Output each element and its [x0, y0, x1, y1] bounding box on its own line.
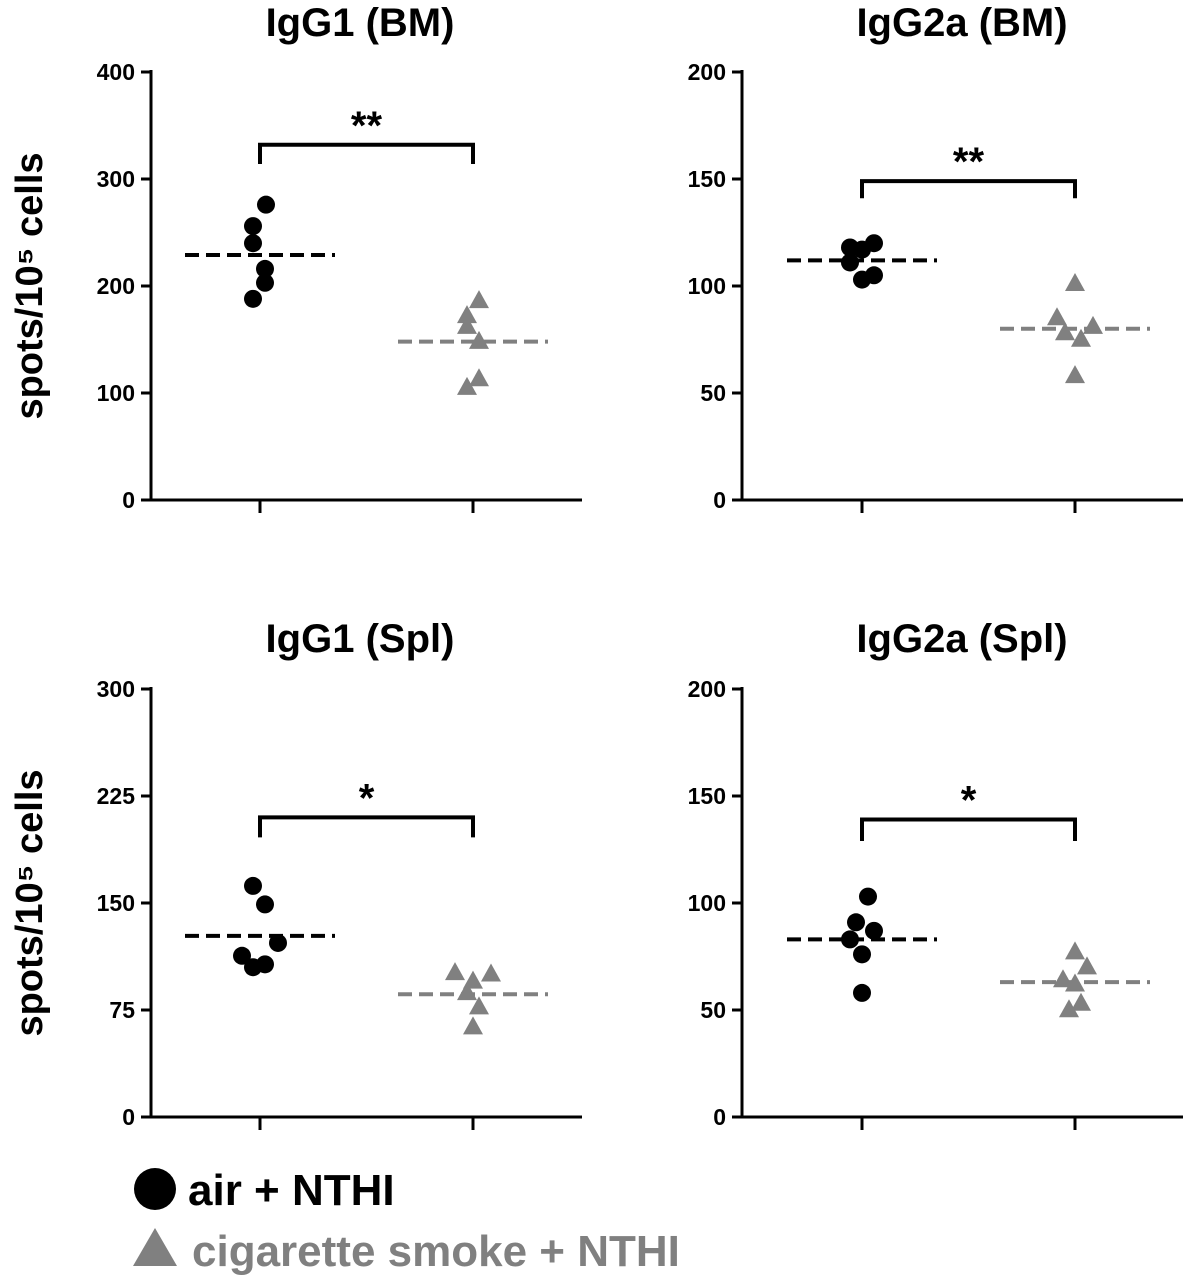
legend: air + NTHI cigarette smoke + NTHI	[133, 1166, 680, 1276]
y-tick-label: 200	[688, 59, 726, 85]
legend-air-label: air + NTHI	[188, 1166, 395, 1215]
significance-label: **	[351, 104, 383, 148]
data-point-smoke	[1071, 992, 1091, 1011]
series-air	[787, 234, 937, 289]
data-point-smoke	[1071, 328, 1091, 347]
series-air	[185, 876, 335, 977]
data-point-air	[865, 921, 883, 940]
data-point-air	[256, 273, 274, 292]
y-tick-label: 400	[97, 59, 135, 85]
y-tick-label: 50	[700, 997, 726, 1023]
legend-smoke-label: cigarette smoke + NTHI	[192, 1227, 680, 1276]
data-point-air	[244, 234, 262, 253]
data-point-smoke	[1065, 365, 1085, 384]
y-tick-label: 100	[688, 890, 726, 916]
series-smoke	[398, 962, 548, 1035]
y-tick-label: 200	[97, 273, 135, 299]
data-point-air	[256, 895, 274, 914]
y-tick-label: 200	[688, 676, 726, 702]
data-point-air	[859, 887, 877, 906]
chart-panel-4: IgG2a (Spl) 0 50 100 150 200 *	[688, 617, 1183, 1130]
data-point-air	[256, 259, 274, 278]
chart-title: IgG2a (BM)	[856, 1, 1067, 45]
data-point-air	[244, 876, 262, 895]
chart-panels: IgG1 (BM)spots/10⁵ cells0100200300400**I…	[9, 1, 1183, 1130]
data-point-smoke	[457, 376, 477, 395]
chart-title: IgG2a (Spl)	[856, 617, 1067, 661]
y-tick-label: 0	[122, 487, 135, 513]
series-smoke	[1000, 273, 1150, 384]
data-point-air	[841, 253, 859, 272]
y-tick-label: 0	[713, 487, 726, 513]
data-point-smoke	[1053, 969, 1073, 988]
data-point-air	[847, 913, 865, 932]
y-tick-label: 150	[688, 166, 726, 192]
data-point-smoke	[457, 305, 477, 324]
data-point-smoke	[1059, 999, 1079, 1018]
significance-bracket	[860, 179, 1077, 199]
data-point-smoke	[469, 996, 489, 1015]
data-point-smoke	[1083, 315, 1103, 334]
data-point-air	[233, 946, 251, 965]
data-point-smoke	[1065, 941, 1085, 960]
y-tick-label: 0	[713, 1104, 726, 1130]
data-point-smoke	[445, 962, 465, 981]
data-point-air	[841, 930, 859, 949]
y-tick-label: 50	[700, 380, 726, 406]
y-tick-label: 225	[97, 783, 136, 809]
data-point-air	[269, 933, 287, 952]
data-point-smoke	[481, 963, 501, 982]
y-tick-label: 300	[97, 166, 135, 192]
data-point-air	[853, 945, 871, 964]
data-point-smoke	[1065, 973, 1085, 992]
chart-title: IgG1 (BM)	[266, 1, 455, 45]
data-point-air	[244, 289, 262, 308]
y-tick-label: 150	[688, 783, 726, 809]
data-point-smoke	[1077, 956, 1097, 975]
series-air	[787, 887, 937, 1002]
data-point-smoke	[1055, 322, 1075, 341]
legend-air-circle-marker	[134, 1168, 176, 1210]
y-tick-label: 0	[122, 1104, 135, 1130]
chart-panel-3: IgG1 (Spl) spots/10⁵ cells 0 75 150 225 300 *	[9, 617, 582, 1130]
data-point-air	[256, 955, 274, 974]
y-tick-label: 100	[97, 380, 135, 406]
y-tick-label: 150	[97, 890, 135, 916]
data-point-smoke	[469, 330, 489, 349]
data-point-air	[853, 983, 871, 1002]
data-point-smoke	[463, 1016, 483, 1035]
data-point-air	[865, 266, 883, 285]
data-point-air	[865, 234, 883, 253]
data-point-smoke	[469, 290, 489, 309]
y-tick-label: 100	[688, 273, 726, 299]
series-air	[185, 195, 335, 308]
significance-label: *	[359, 776, 375, 820]
data-point-air	[257, 195, 275, 214]
significance-label: *	[961, 779, 977, 823]
significance-bracket	[258, 142, 475, 165]
significance-label: **	[953, 140, 985, 184]
significance-bracket	[860, 817, 1077, 841]
y-tick-label: 75	[109, 997, 135, 1023]
data-point-air	[244, 217, 262, 236]
data-point-smoke	[1047, 307, 1067, 326]
series-smoke	[398, 290, 548, 395]
data-point-smoke	[469, 368, 489, 387]
data-point-smoke	[1065, 273, 1085, 292]
y-axis-label: spots/10⁵ cells	[9, 769, 51, 1036]
legend-smoke-triangle-marker	[133, 1228, 177, 1266]
significance-bracket	[258, 815, 475, 838]
y-tick-label: 300	[97, 676, 135, 702]
chart-panel-2: IgG2a (BM) 0 50 100 150 200 **	[688, 1, 1183, 513]
data-point-smoke	[457, 315, 477, 334]
series-smoke	[1000, 941, 1150, 1018]
data-point-smoke	[457, 982, 477, 1001]
chart-title: IgG1 (Spl)	[266, 617, 455, 661]
chart-panel-1: IgG1 (BM) spots/10⁵ cells 0 100 200 300 400 **	[9, 1, 582, 513]
y-axis-label: spots/10⁵ cells	[9, 152, 51, 419]
